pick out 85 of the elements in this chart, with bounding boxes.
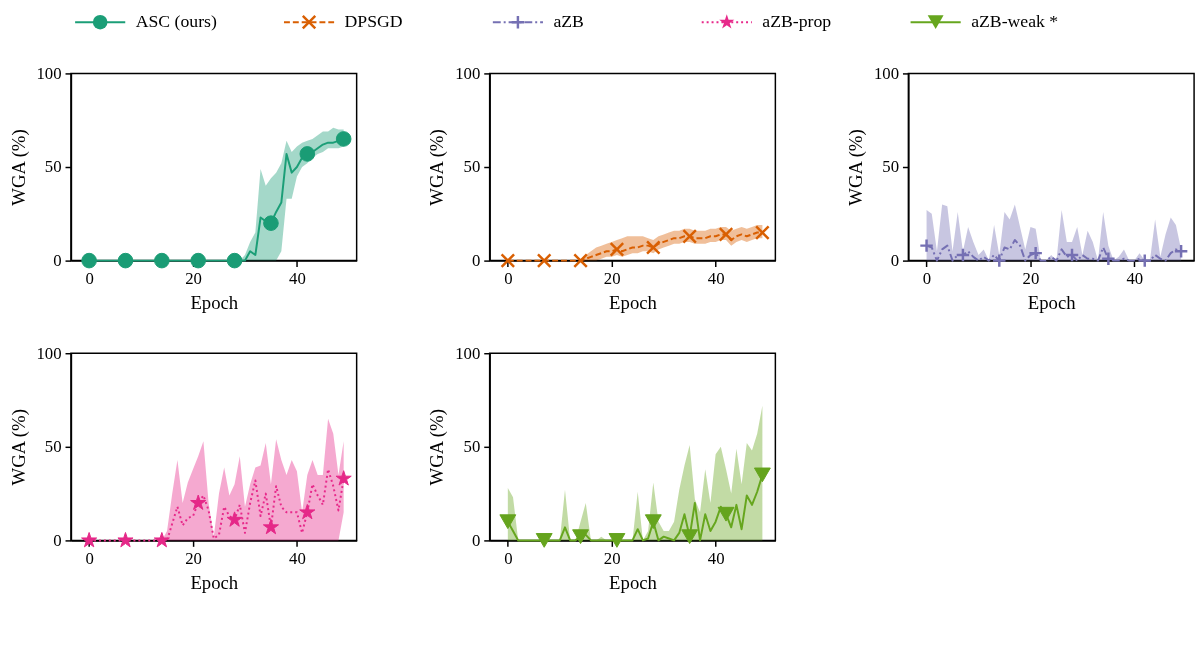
- point: [573, 253, 589, 269]
- y-tick-label: 50: [882, 157, 900, 177]
- point: [500, 253, 516, 269]
- point: [645, 240, 661, 255]
- point: [299, 503, 316, 520]
- point: [226, 511, 243, 527]
- legend-label: aZB-prop: [762, 11, 832, 32]
- y-axis-title: WGA (%): [426, 409, 449, 486]
- x-tick-label: 20: [603, 548, 621, 568]
- y-tick-label: 0: [890, 251, 900, 271]
- x-tick-label: 20: [603, 268, 621, 288]
- y-tick-label: 100: [455, 343, 481, 363]
- y-tick-label: 0: [471, 530, 481, 550]
- point: [1028, 245, 1044, 261]
- y-axis-title: WGA (%): [7, 129, 30, 206]
- legend-label: aZB: [553, 11, 584, 32]
- point: [263, 215, 279, 231]
- y-axis-title: WGA (%): [845, 129, 868, 206]
- point: [991, 253, 1007, 269]
- x-tick-label: 40: [707, 548, 725, 568]
- y-tick-label: 100: [36, 63, 62, 83]
- x-tick-label: 40: [289, 268, 306, 288]
- point: [717, 506, 735, 522]
- x-tick-label: 0: [922, 268, 932, 288]
- point: [81, 531, 98, 548]
- y-tick-label: 100: [36, 343, 62, 363]
- point: [262, 518, 279, 535]
- y-axis-title: WGA (%): [7, 409, 30, 486]
- legend-label: DPSGD: [344, 11, 403, 32]
- point: [299, 146, 316, 162]
- y-tick-label: 0: [53, 530, 62, 550]
- x-tick-label: 20: [185, 548, 202, 568]
- x-tick-label: 0: [85, 548, 94, 568]
- x-tick-label: 0: [504, 548, 513, 568]
- y-axis-title: WGA (%): [426, 129, 449, 206]
- y-tick-label: 0: [471, 251, 481, 271]
- point: [535, 533, 553, 548]
- point: [718, 226, 734, 242]
- x-axis-title: Epoch: [609, 292, 658, 314]
- point: [919, 238, 935, 254]
- point: [754, 225, 770, 240]
- point: [335, 131, 352, 147]
- x-axis-title: Epoch: [1027, 292, 1077, 314]
- legend-label: aZB-weak *: [971, 11, 1059, 32]
- point: [753, 467, 771, 483]
- x-axis-title: Epoch: [609, 572, 658, 594]
- point: [1100, 251, 1116, 267]
- point: [1173, 243, 1189, 259]
- x-tick-label: 0: [504, 268, 513, 288]
- point: [226, 252, 243, 269]
- point: [190, 252, 207, 269]
- x-tick-label: 0: [85, 268, 94, 288]
- point: [1137, 253, 1153, 269]
- x-tick-label: 40: [1126, 268, 1144, 288]
- x-tick-label: 20: [1022, 268, 1040, 288]
- point: [1064, 247, 1080, 263]
- legend-label: ASC (ours): [135, 11, 217, 32]
- x-axis-title: Epoch: [190, 292, 239, 314]
- y-tick-label: 50: [44, 157, 62, 177]
- x-tick-label: 20: [185, 268, 202, 288]
- point: [117, 531, 134, 548]
- point: [499, 514, 517, 530]
- point: [81, 252, 97, 269]
- point: [682, 228, 698, 244]
- point: [154, 252, 170, 269]
- point: [644, 514, 662, 530]
- point: [681, 529, 699, 545]
- x-tick-label: 40: [707, 268, 725, 288]
- point: [955, 247, 971, 263]
- x-tick-label: 40: [289, 548, 306, 568]
- point: [153, 531, 170, 548]
- y-tick-label: 50: [463, 157, 481, 177]
- point: [572, 529, 590, 545]
- y-tick-label: 50: [463, 437, 481, 457]
- point: [335, 470, 352, 486]
- point: [608, 533, 626, 548]
- x-axis-title: Epoch: [190, 572, 239, 594]
- y-tick-label: 100: [455, 63, 481, 83]
- point: [117, 252, 134, 269]
- point: [536, 253, 552, 269]
- y-tick-label: 100: [873, 63, 900, 83]
- point: [609, 241, 625, 257]
- y-tick-label: 50: [44, 437, 62, 457]
- point: [190, 494, 207, 510]
- y-tick-label: 0: [53, 251, 62, 271]
